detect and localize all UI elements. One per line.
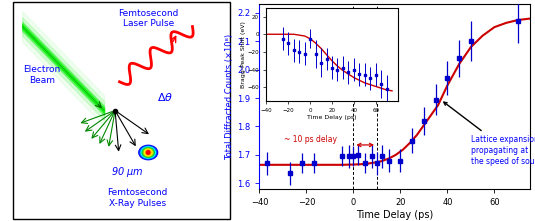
X-axis label: Time Delay (ps): Time Delay (ps) xyxy=(307,114,357,120)
Text: Femtosecond
Laser Pulse: Femtosecond Laser Pulse xyxy=(118,9,178,28)
Ellipse shape xyxy=(139,145,158,160)
Text: ~ 10 ps delay: ~ 10 ps delay xyxy=(284,135,337,144)
Y-axis label: Total Diffracted Counts (×10⁸): Total Diffracted Counts (×10⁸) xyxy=(225,34,234,160)
Y-axis label: Bragg-Peak Shift (eV): Bragg-Peak Shift (eV) xyxy=(241,21,246,88)
Ellipse shape xyxy=(147,151,150,154)
X-axis label: Time Delay (ps): Time Delay (ps) xyxy=(356,210,433,220)
Text: $\Delta\theta$: $\Delta\theta$ xyxy=(157,91,173,103)
Ellipse shape xyxy=(146,150,151,155)
Ellipse shape xyxy=(140,146,157,159)
Ellipse shape xyxy=(143,149,153,156)
Ellipse shape xyxy=(141,147,155,158)
Ellipse shape xyxy=(144,149,152,156)
Text: Electron
Beam: Electron Beam xyxy=(24,65,61,85)
Text: 90 $\mu$m: 90 $\mu$m xyxy=(111,165,143,179)
Text: Lattice expansion
propagating at
the speed of sound: Lattice expansion propagating at the spe… xyxy=(444,102,535,166)
Ellipse shape xyxy=(142,148,154,157)
Text: Femtosecond
X-Ray Pulses: Femtosecond X-Ray Pulses xyxy=(107,188,167,208)
